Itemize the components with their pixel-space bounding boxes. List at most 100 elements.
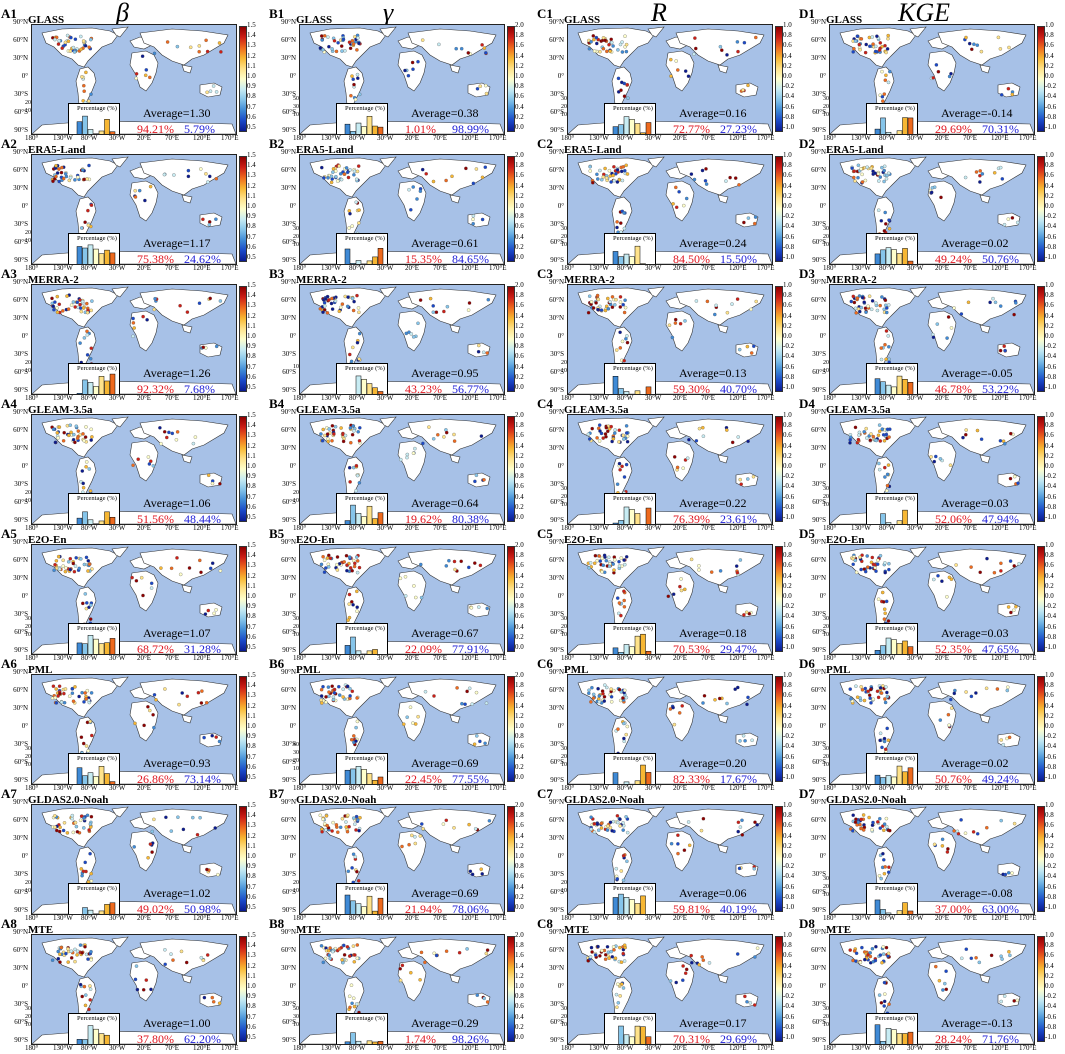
station-dot xyxy=(878,175,883,179)
station-dot xyxy=(197,49,201,54)
station-dot xyxy=(619,556,624,560)
station-dot xyxy=(884,73,888,78)
latitude-tick: 30°N xyxy=(281,184,296,192)
histogram-bar xyxy=(623,644,630,654)
station-dot xyxy=(319,34,324,38)
station-dot xyxy=(210,481,215,486)
latitude-tick: 30°S xyxy=(282,610,296,618)
station-dot xyxy=(337,947,342,951)
station-dot xyxy=(701,434,706,438)
land-shape xyxy=(979,324,991,334)
station-dot xyxy=(746,439,750,444)
latitude-tick: 60°S xyxy=(14,498,28,506)
station-dot xyxy=(700,955,704,959)
station-dot xyxy=(472,742,477,746)
station-dot xyxy=(745,702,749,707)
station-dot xyxy=(410,833,414,838)
station-dot xyxy=(482,46,487,50)
percentage-below: 50.76% xyxy=(982,252,1019,266)
colorbar-tick: 1.4 xyxy=(515,51,524,60)
station-dot xyxy=(992,171,997,175)
station-dot xyxy=(597,694,602,698)
inset-ytick: 30 xyxy=(561,746,567,752)
latitude-tick: 0° xyxy=(557,202,564,210)
land-shape xyxy=(309,417,387,458)
station-dot xyxy=(357,357,361,361)
latitude-labels: 90°N 60°N 30°N 0° 30°S 60°S 90°S xyxy=(536,928,566,1048)
station-dot xyxy=(974,956,978,960)
station-dot xyxy=(58,825,62,830)
land-shape xyxy=(181,64,193,74)
station-dot xyxy=(676,842,680,846)
colorbar-tick: -1.0 xyxy=(783,253,795,261)
histogram-bar xyxy=(350,636,356,654)
station-dot xyxy=(419,562,423,567)
station-dot xyxy=(181,827,186,832)
latitude-tick: 30°N xyxy=(13,574,28,582)
station-dot xyxy=(213,826,217,830)
station-dot xyxy=(355,169,360,174)
longitude-tick: 130°W xyxy=(589,654,609,662)
histogram-bar xyxy=(109,638,116,654)
station-dot xyxy=(865,165,869,169)
station-dot xyxy=(621,986,626,990)
station-dot xyxy=(82,826,86,830)
station-dot xyxy=(620,178,625,183)
station-dot xyxy=(323,956,328,961)
colorbar-labels: 1.0 0.8 0.6 0.4 0.2 0.0 -0.2 -0.4 -0.6 -0.8 -1.0 xyxy=(1045,801,1065,915)
station-dot xyxy=(419,950,424,955)
station-dot xyxy=(319,694,324,698)
station-dot xyxy=(344,553,349,558)
station-dot xyxy=(851,50,855,54)
station-dot xyxy=(1003,441,1007,446)
inset-ytick: 20 xyxy=(823,104,829,110)
colorbar-tick: 1.0 xyxy=(515,332,524,340)
average-value: Average=0.93 xyxy=(143,756,211,770)
station-dot xyxy=(67,433,71,438)
colorbar-tick: 1.0 xyxy=(247,722,256,730)
colorbar-tick: 0.0 xyxy=(1045,722,1054,730)
longitude-tick: 170°E xyxy=(221,394,239,402)
colorbar-tick: -0.4 xyxy=(783,742,795,751)
colorbar-tick: 0.8 xyxy=(1045,941,1054,950)
longitude-tick: 120°E xyxy=(193,264,211,272)
station-dot xyxy=(624,815,628,819)
colorbar-tick: 0.6 xyxy=(247,502,256,511)
land-shape xyxy=(927,310,957,352)
station-dot xyxy=(877,467,882,472)
station-dot xyxy=(77,694,81,699)
station-dot xyxy=(589,827,593,832)
latitude-labels: 90°N 60°N 30°N 0° 30°S 60°S 90°S xyxy=(536,408,566,528)
station-dot xyxy=(339,177,344,182)
station-dot xyxy=(611,436,616,441)
land-shape xyxy=(675,158,765,196)
station-dot xyxy=(82,89,86,93)
station-dot xyxy=(852,46,856,51)
histogram-bar xyxy=(634,903,641,914)
station-dot xyxy=(86,559,91,563)
panel-label: C2 xyxy=(537,136,553,151)
colorbar-tick: 1.0 xyxy=(515,982,524,990)
panel-label: D5 xyxy=(799,526,815,541)
colorbar-tick: 1.4 xyxy=(247,551,256,560)
latitude-tick: 60°N xyxy=(13,946,28,954)
colorbar-tick: 1.0 xyxy=(247,462,256,470)
station-dot xyxy=(88,998,92,1002)
latitude-tick: 60°S xyxy=(812,108,826,116)
latitude-tick: 0° xyxy=(21,852,28,860)
panel-label: D3 xyxy=(799,266,815,281)
station-dot xyxy=(621,828,625,832)
land-shape xyxy=(735,82,759,98)
histogram-bar xyxy=(896,130,903,134)
station-dot xyxy=(622,558,626,562)
station-dot xyxy=(332,432,336,436)
percentage-histogram-inset: Percentage (%) xyxy=(336,233,388,264)
colorbar xyxy=(507,286,515,392)
station-dot xyxy=(471,214,476,218)
station-dot xyxy=(78,943,83,947)
latitude-tick: 60°S xyxy=(812,1018,826,1026)
colorbar-tick: 1.2 xyxy=(247,181,256,190)
station-dot xyxy=(328,946,332,950)
latitude-tick: 60°S xyxy=(812,888,826,896)
percentage-above: 50.76% xyxy=(935,772,972,786)
